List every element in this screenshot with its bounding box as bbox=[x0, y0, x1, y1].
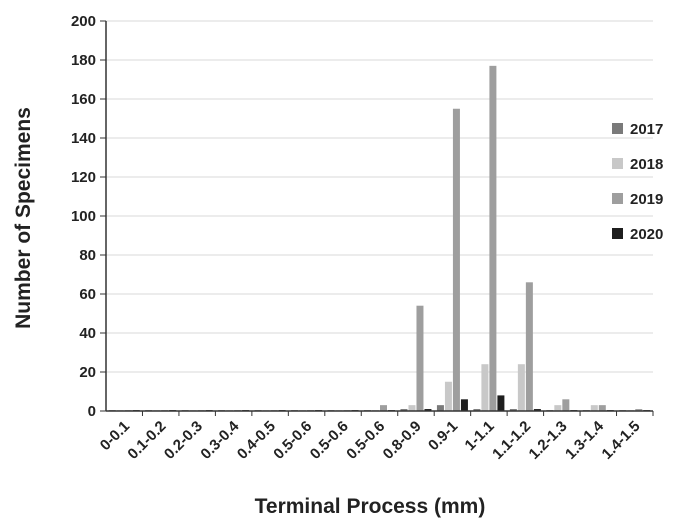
x-axis-title: Terminal Process (mm) bbox=[255, 495, 486, 518]
bar-2019 bbox=[598, 405, 606, 411]
bar-2018 bbox=[408, 405, 416, 411]
y-tick-label: 160 bbox=[71, 91, 96, 108]
legend-label-2019: 2019 bbox=[630, 191, 663, 208]
y-axis-title: Number of Specimens bbox=[12, 107, 35, 329]
x-tick-label: 1.4-1.5 bbox=[599, 418, 644, 463]
bar-2020 bbox=[533, 409, 541, 411]
bar-2018 bbox=[517, 364, 525, 411]
bar-2017 bbox=[400, 409, 408, 411]
x-tick-label: 1.2-1.3 bbox=[526, 418, 571, 463]
bar-2019 bbox=[380, 405, 387, 411]
x-tick-label: 0.1-0.2 bbox=[124, 418, 169, 463]
y-tick-label: 140 bbox=[71, 130, 96, 147]
bar-2018 bbox=[481, 364, 489, 411]
y-tick-label: 60 bbox=[79, 286, 96, 303]
bar-2020 bbox=[497, 395, 505, 411]
x-tick-label: 1.3-1.4 bbox=[562, 417, 608, 463]
bar-2018 bbox=[590, 405, 598, 411]
y-tick-label: 80 bbox=[79, 247, 96, 264]
x-tick-label: 0.4-0.5 bbox=[234, 418, 279, 463]
legend-label-2020: 2020 bbox=[630, 226, 663, 243]
y-tick-label: 200 bbox=[71, 13, 96, 30]
bar-2017 bbox=[509, 409, 517, 411]
y-tick-label: 180 bbox=[71, 52, 96, 69]
x-tick-label: 0.5-0.6 bbox=[270, 418, 315, 463]
bar-2019 bbox=[489, 65, 497, 411]
bar-2019 bbox=[416, 305, 424, 411]
legend-label-2017: 2017 bbox=[630, 121, 663, 138]
legend-swatch-2017 bbox=[612, 123, 623, 134]
bar-2019 bbox=[635, 409, 643, 411]
bar-2020 bbox=[424, 409, 432, 411]
legend-swatch-2019 bbox=[612, 193, 623, 204]
bar-2017 bbox=[473, 409, 481, 411]
bar-2019 bbox=[452, 108, 460, 411]
y-tick-label: 120 bbox=[71, 169, 96, 186]
y-tick-label: 100 bbox=[71, 208, 96, 225]
y-tick-label: 40 bbox=[79, 325, 96, 342]
bar-2019 bbox=[562, 399, 570, 411]
bar-2018 bbox=[554, 405, 562, 411]
y-axis-ticks: 0 20 40 60 80 100 120 140 160 180 200 bbox=[71, 13, 106, 420]
bar-2019 bbox=[525, 282, 533, 411]
x-tick-label: 0.5-0.6 bbox=[307, 418, 352, 463]
x-tick-label: 1.1-1.2 bbox=[489, 418, 534, 463]
legend-swatch-2018 bbox=[612, 158, 623, 169]
x-tick-label: 0.2-0.3 bbox=[161, 418, 206, 463]
bar-2018 bbox=[444, 381, 452, 411]
bar-2017 bbox=[436, 405, 444, 411]
y-tick-label: 0 bbox=[88, 403, 96, 420]
x-tick-label: 0.3-0.4 bbox=[197, 417, 243, 463]
bars bbox=[108, 65, 651, 411]
x-tick-label: 0.5-0.6 bbox=[343, 418, 388, 463]
gridlines bbox=[106, 20, 653, 373]
y-tick-label: 20 bbox=[79, 364, 96, 381]
legend-label-2018: 2018 bbox=[630, 156, 663, 173]
x-tick-label: 0.8-0.9 bbox=[380, 418, 425, 463]
x-axis-ticks: 0-0.10.1-0.20.2-0.30.3-0.40.4-0.50.5-0.6… bbox=[97, 411, 654, 463]
legend-swatch-2020 bbox=[612, 228, 623, 239]
legend: 2017 2018 2019 2020 bbox=[612, 121, 663, 243]
x-tick-label: 0.9-1 bbox=[425, 418, 461, 454]
bar-2020 bbox=[460, 399, 468, 411]
